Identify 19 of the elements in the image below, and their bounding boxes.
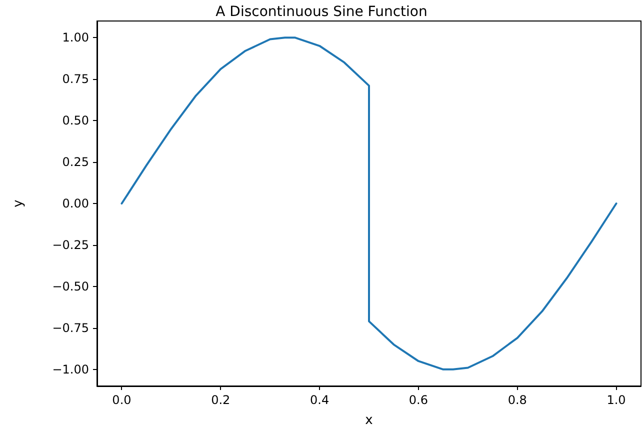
x-tick-label: 0.4 bbox=[310, 393, 330, 407]
y-tick-label: 0.75 bbox=[62, 72, 89, 86]
x-tick-label: 0.2 bbox=[211, 393, 230, 407]
x-tick-label: 0.8 bbox=[508, 393, 527, 407]
x-axis-title: x bbox=[365, 413, 374, 428]
y-tick-label: −0.25 bbox=[52, 238, 89, 252]
y-tick-label: 0.25 bbox=[62, 155, 89, 170]
x-tick-label: 1.0 bbox=[606, 393, 626, 407]
y-tick-label: −0.75 bbox=[52, 320, 89, 335]
y-tick-label: 1.00 bbox=[62, 30, 89, 45]
x-tick-label: 0.0 bbox=[112, 393, 132, 407]
y-tick-label: 0.00 bbox=[62, 196, 89, 210]
line-series bbox=[120, 36, 618, 370]
x-tick-label: 0.6 bbox=[408, 393, 428, 407]
y-tick-label: −0.50 bbox=[52, 279, 89, 294]
y-axis-title: y bbox=[11, 199, 26, 208]
chart-title: A Discontinuous Sine Function bbox=[216, 4, 428, 20]
y-tick-label: −1.00 bbox=[52, 362, 89, 376]
y-tick-label: 0.50 bbox=[62, 114, 89, 128]
